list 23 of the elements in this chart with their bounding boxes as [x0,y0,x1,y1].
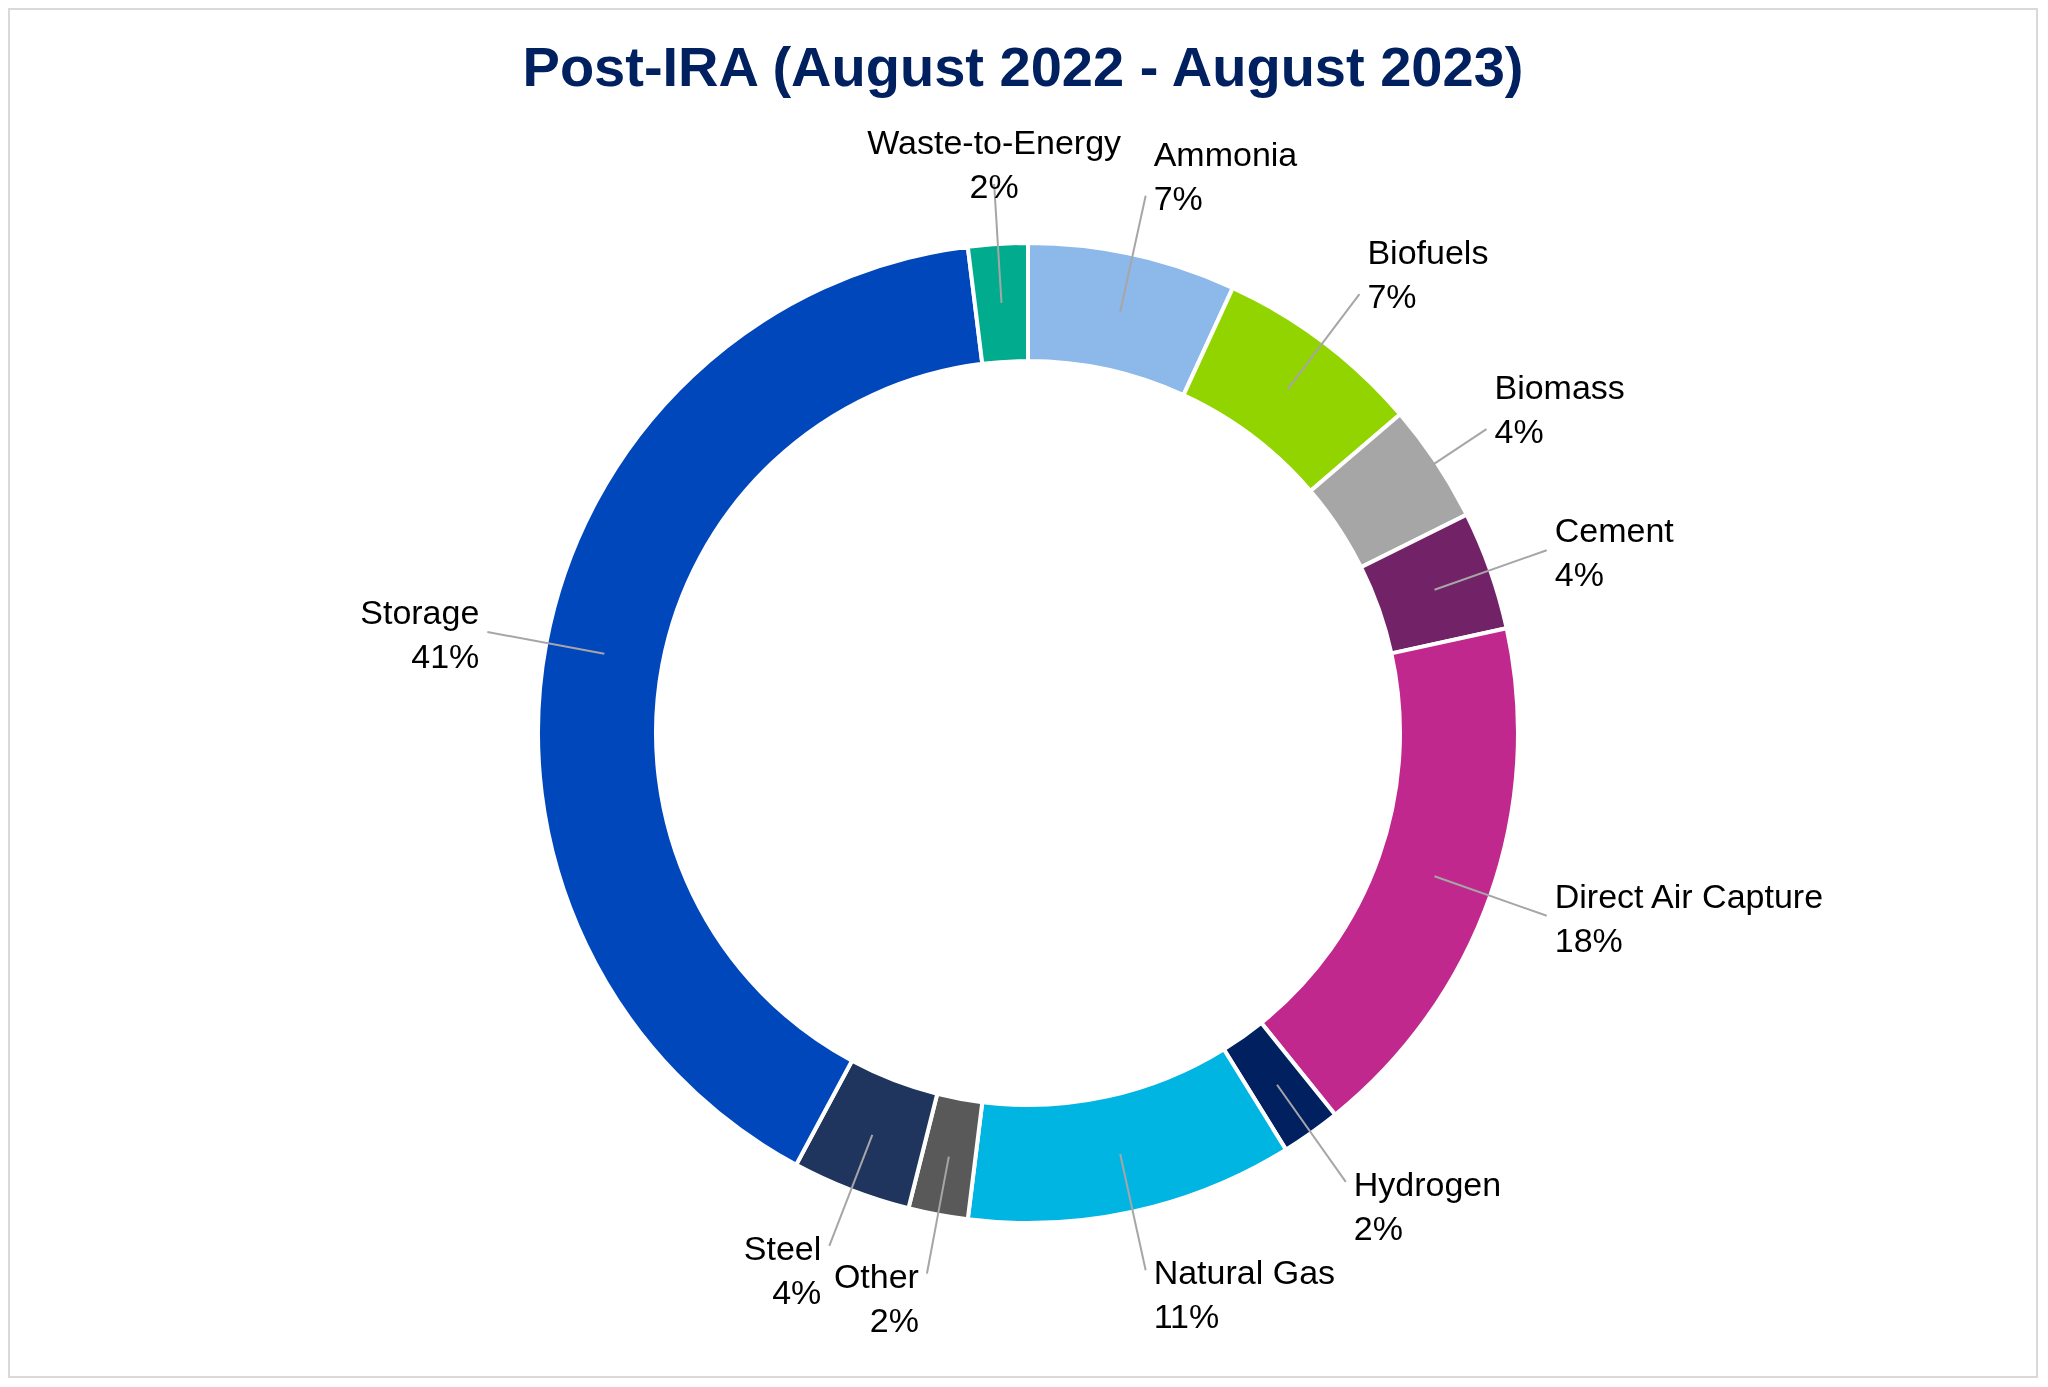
slice-label: Hydrogen [1353,1164,1502,1203]
slice-label: Other [833,1256,919,1295]
slice-label: Biofuels [1367,233,1489,272]
data-label: 41% [411,636,480,675]
data-label: 4% [772,1272,822,1311]
data-label: 18% [1554,920,1623,959]
slice-label: Storage [360,592,480,631]
data-label: 11% [1153,1297,1220,1336]
slice-label: Cement [1554,511,1675,550]
data-label: 7% [1367,277,1417,316]
slice-label: Steel [743,1228,822,1267]
slice-label: Ammonia [1153,134,1298,173]
data-label: 7% [1153,178,1203,217]
slice-label: Waste-to-Energy [867,123,1122,162]
data-label: 2% [869,1300,919,1339]
data-label: 2% [1353,1208,1403,1247]
data-label: 2% [969,167,1019,206]
chart-title: Post-IRA (August 2022 - August 2023) [522,35,1524,98]
slice-label: Direct Air Capture [1554,876,1824,915]
data-label: 4% [1494,412,1544,451]
slice-label: Biomass [1494,368,1625,407]
data-label: 4% [1554,555,1604,594]
slice-label: Natural Gas [1153,1253,1336,1292]
